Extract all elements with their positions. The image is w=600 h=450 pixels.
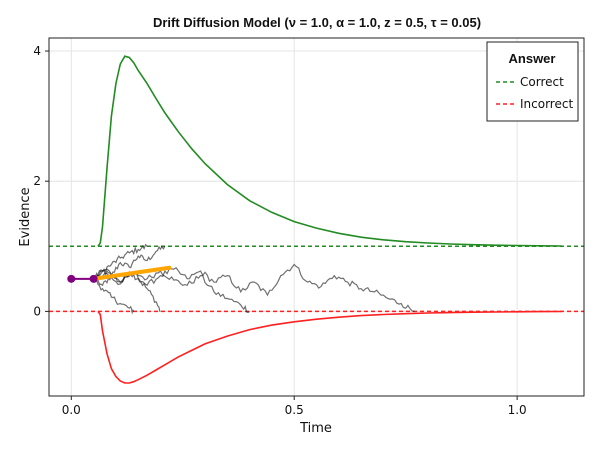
evidence-trace-6	[93, 263, 415, 312]
non-decision-start-point	[67, 274, 76, 283]
y-tick-label: 2	[33, 174, 41, 188]
y-tick-label: 0	[33, 304, 41, 318]
y-axis-label: Evidence	[18, 187, 33, 246]
correct-density-curve	[97, 55, 562, 247]
evidence-trace-1	[93, 245, 166, 280]
evidence-trace-5	[93, 270, 250, 314]
legend-label-correct: Correct	[520, 75, 564, 89]
non-decision-end-point	[89, 274, 98, 283]
x-tick-label: 1.0	[508, 403, 527, 417]
x-tick-label: 0.0	[62, 403, 81, 417]
chart-title: Drift Diffusion Model (ν = 1.0, α = 1.0,…	[153, 15, 481, 30]
legend-title: Answer	[509, 51, 556, 66]
legend-box	[486, 41, 579, 122]
y-tick-label: 4	[33, 44, 41, 58]
x-tick-label: 0.5	[285, 403, 304, 417]
plot-frame	[48, 37, 585, 397]
drift-rate-line	[91, 265, 172, 281]
axis-ticks: 0.0 0.5 1.0 0 2 4	[33, 44, 526, 417]
evidence-trace-4	[93, 278, 135, 315]
plot-area	[49, 55, 584, 384]
x-axis-label: Time	[299, 421, 332, 436]
legend-label-incorrect: Incorrect	[520, 97, 573, 111]
legend: Answer Correct Incorrect	[486, 41, 579, 122]
incorrect-density-curve	[97, 310, 562, 384]
